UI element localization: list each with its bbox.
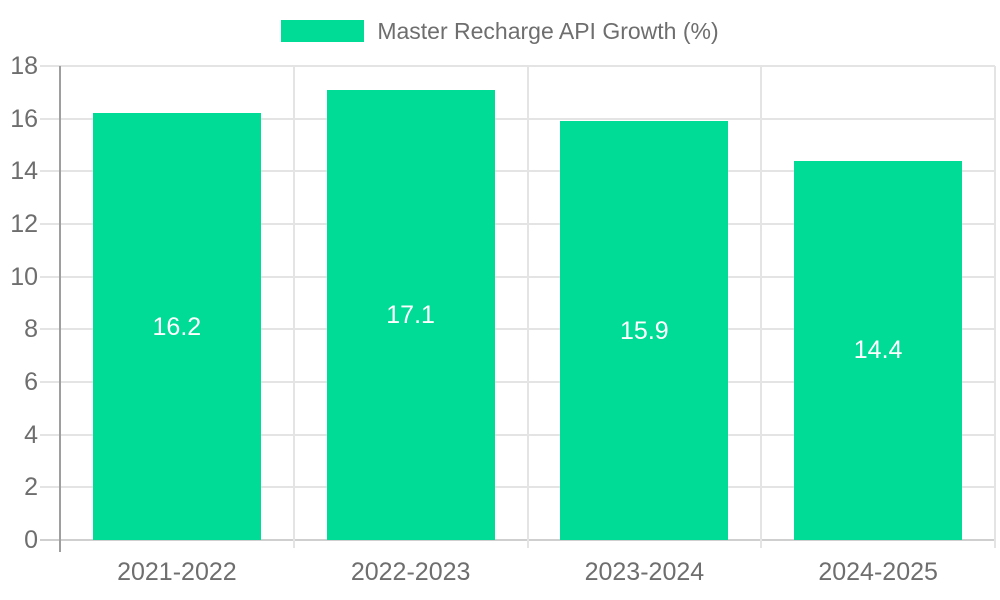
gridline-vertical [760, 66, 763, 548]
legend-swatch [281, 20, 365, 42]
gridline-horizontal [40, 381, 995, 383]
bar[interactable]: 14.4 [794, 160, 963, 540]
y-tick-label: 4 [24, 420, 38, 449]
bar[interactable]: 17.1 [326, 89, 495, 540]
gridline-horizontal [40, 275, 995, 278]
gridline-vertical [526, 66, 529, 548]
y-tick-label: 8 [24, 315, 38, 344]
x-tick-label: 2023-2024 [584, 558, 705, 586]
bar-value-label: 14.4 [853, 336, 903, 365]
y-tick-label: 12 [10, 210, 38, 238]
y-axis-line [59, 66, 61, 552]
gridline-horizontal [40, 539, 995, 541]
x-tick-label: 2024-2025 [818, 558, 938, 586]
gridline-horizontal [40, 170, 995, 173]
gridline-vertical [292, 66, 295, 548]
bar[interactable]: 16.2 [92, 113, 261, 540]
gridline-horizontal [40, 328, 995, 331]
y-tick-label: 6 [24, 368, 38, 396]
y-tick-label: 10 [10, 262, 38, 291]
y-tick-label: 14 [10, 157, 38, 186]
bar-value-label: 15.9 [620, 316, 669, 345]
y-tick-label: 18 [10, 52, 38, 80]
gridline-horizontal [40, 486, 995, 489]
legend-label: Master Recharge API Growth (%) [377, 18, 719, 44]
y-tick-label: 16 [10, 104, 38, 133]
gridline-horizontal [40, 223, 995, 225]
legend-item[interactable]: Master Recharge API Growth (%) [0, 19, 1000, 43]
gridline-vertical [994, 66, 996, 548]
bar-value-label: 16.2 [152, 312, 202, 341]
y-tick-label: 0 [24, 526, 38, 554]
y-tick-label: 2 [24, 473, 38, 502]
x-tick-label: 2022-2023 [350, 558, 471, 586]
gridline-horizontal [40, 117, 995, 120]
x-tick-label: 2021-2022 [117, 558, 237, 586]
bar-value-label: 17.1 [386, 300, 435, 329]
gridline-horizontal [40, 433, 995, 436]
gridline-horizontal [40, 65, 995, 67]
bar[interactable]: 15.9 [560, 121, 729, 540]
